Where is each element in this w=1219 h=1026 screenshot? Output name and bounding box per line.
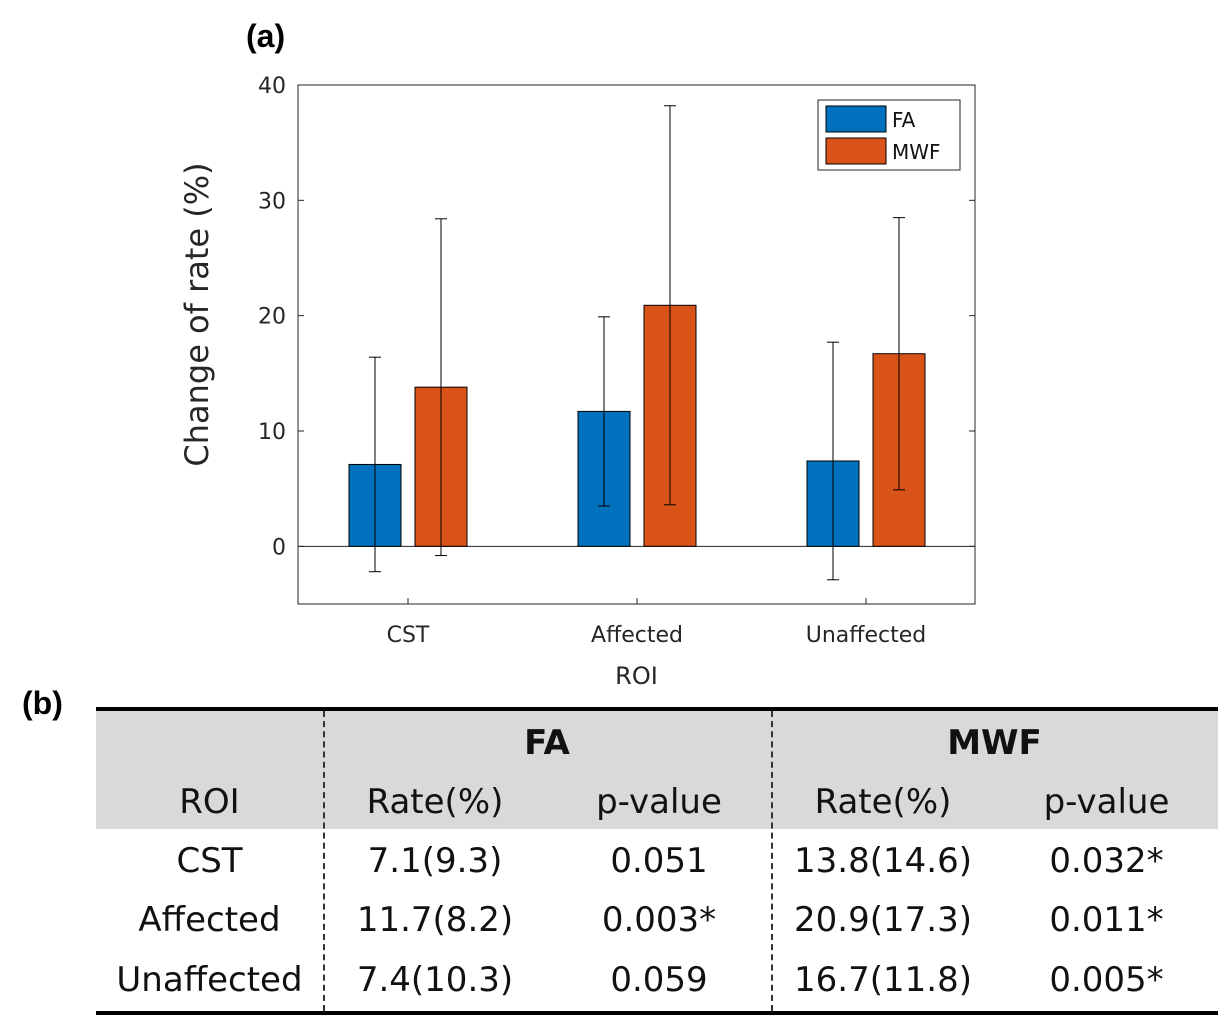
y-tick-label: 30 <box>258 189 286 214</box>
results-table: FA MWF ROI Rate(%) p-value Rate(%) p-val… <box>96 707 1218 1017</box>
table-header-background <box>96 711 1218 829</box>
table-cell-fa-pvalue: 0.003* <box>601 900 717 940</box>
panel-b-label: (b) <box>22 685 63 721</box>
bar-chart: 0 10 20 30 40 CST Affected Unaffected ROI Change … <box>178 74 976 690</box>
table-cell-mwf-rate: 13.8(14.6) <box>794 841 972 881</box>
table-cell-roi: Affected <box>138 900 281 940</box>
table-divider-2 <box>771 711 773 1011</box>
group-header-fa: FA <box>524 723 570 763</box>
column-header-fa-rate: Rate(%) <box>366 782 504 822</box>
x-tick-label: Affected <box>591 623 683 648</box>
table-cell-roi: CST <box>176 841 243 881</box>
panel-a-label: (a) <box>246 18 286 54</box>
table-cell-fa-pvalue: 0.059 <box>610 960 708 1000</box>
column-header-fa-pvalue: p-value <box>596 782 722 822</box>
legend-label: MWF <box>892 140 941 164</box>
group-header-mwf: MWF <box>947 723 1042 763</box>
x-tick-label: CST <box>387 623 430 648</box>
column-header-mwf-rate: Rate(%) <box>814 782 952 822</box>
table-top-rule <box>96 707 1218 711</box>
table-cell-roi: Unaffected <box>116 960 303 1000</box>
table-bottom-rule <box>96 1011 1218 1015</box>
y-tick-label: 20 <box>258 305 286 330</box>
table-cell-fa-rate: 7.4(10.3) <box>356 960 514 1000</box>
x-axis-label: ROI <box>615 662 658 690</box>
table-cell-mwf-pvalue: 0.032* <box>1049 841 1164 881</box>
y-axis-label: Change of rate (%) <box>178 162 216 466</box>
y-tick-label: 40 <box>258 74 286 99</box>
table-cell-mwf-rate: 20.9(17.3) <box>794 900 972 940</box>
table-cell-mwf-pvalue: 0.005* <box>1049 960 1164 1000</box>
table-cell-fa-pvalue: 0.051 <box>610 841 708 881</box>
plot-area <box>297 84 976 605</box>
table-cell-mwf-pvalue: 0.011* <box>1049 900 1164 940</box>
legend-label: FA <box>892 108 916 132</box>
y-tick-label: 10 <box>258 420 286 445</box>
y-tick-label: 0 <box>272 535 286 560</box>
x-tick-label: Unaffected <box>806 623 926 648</box>
table-cell-fa-rate: 7.1(9.3) <box>367 841 503 881</box>
table-cell-fa-rate: 11.7(8.2) <box>356 900 514 940</box>
column-header-mwf-pvalue: p-value <box>1043 782 1170 822</box>
legend-swatch <box>825 105 887 133</box>
legend-swatch <box>825 137 887 165</box>
table-cell-mwf-rate: 16.7(11.8) <box>794 960 972 1000</box>
table-divider-1 <box>323 711 325 1011</box>
column-header-roi: ROI <box>179 782 240 822</box>
